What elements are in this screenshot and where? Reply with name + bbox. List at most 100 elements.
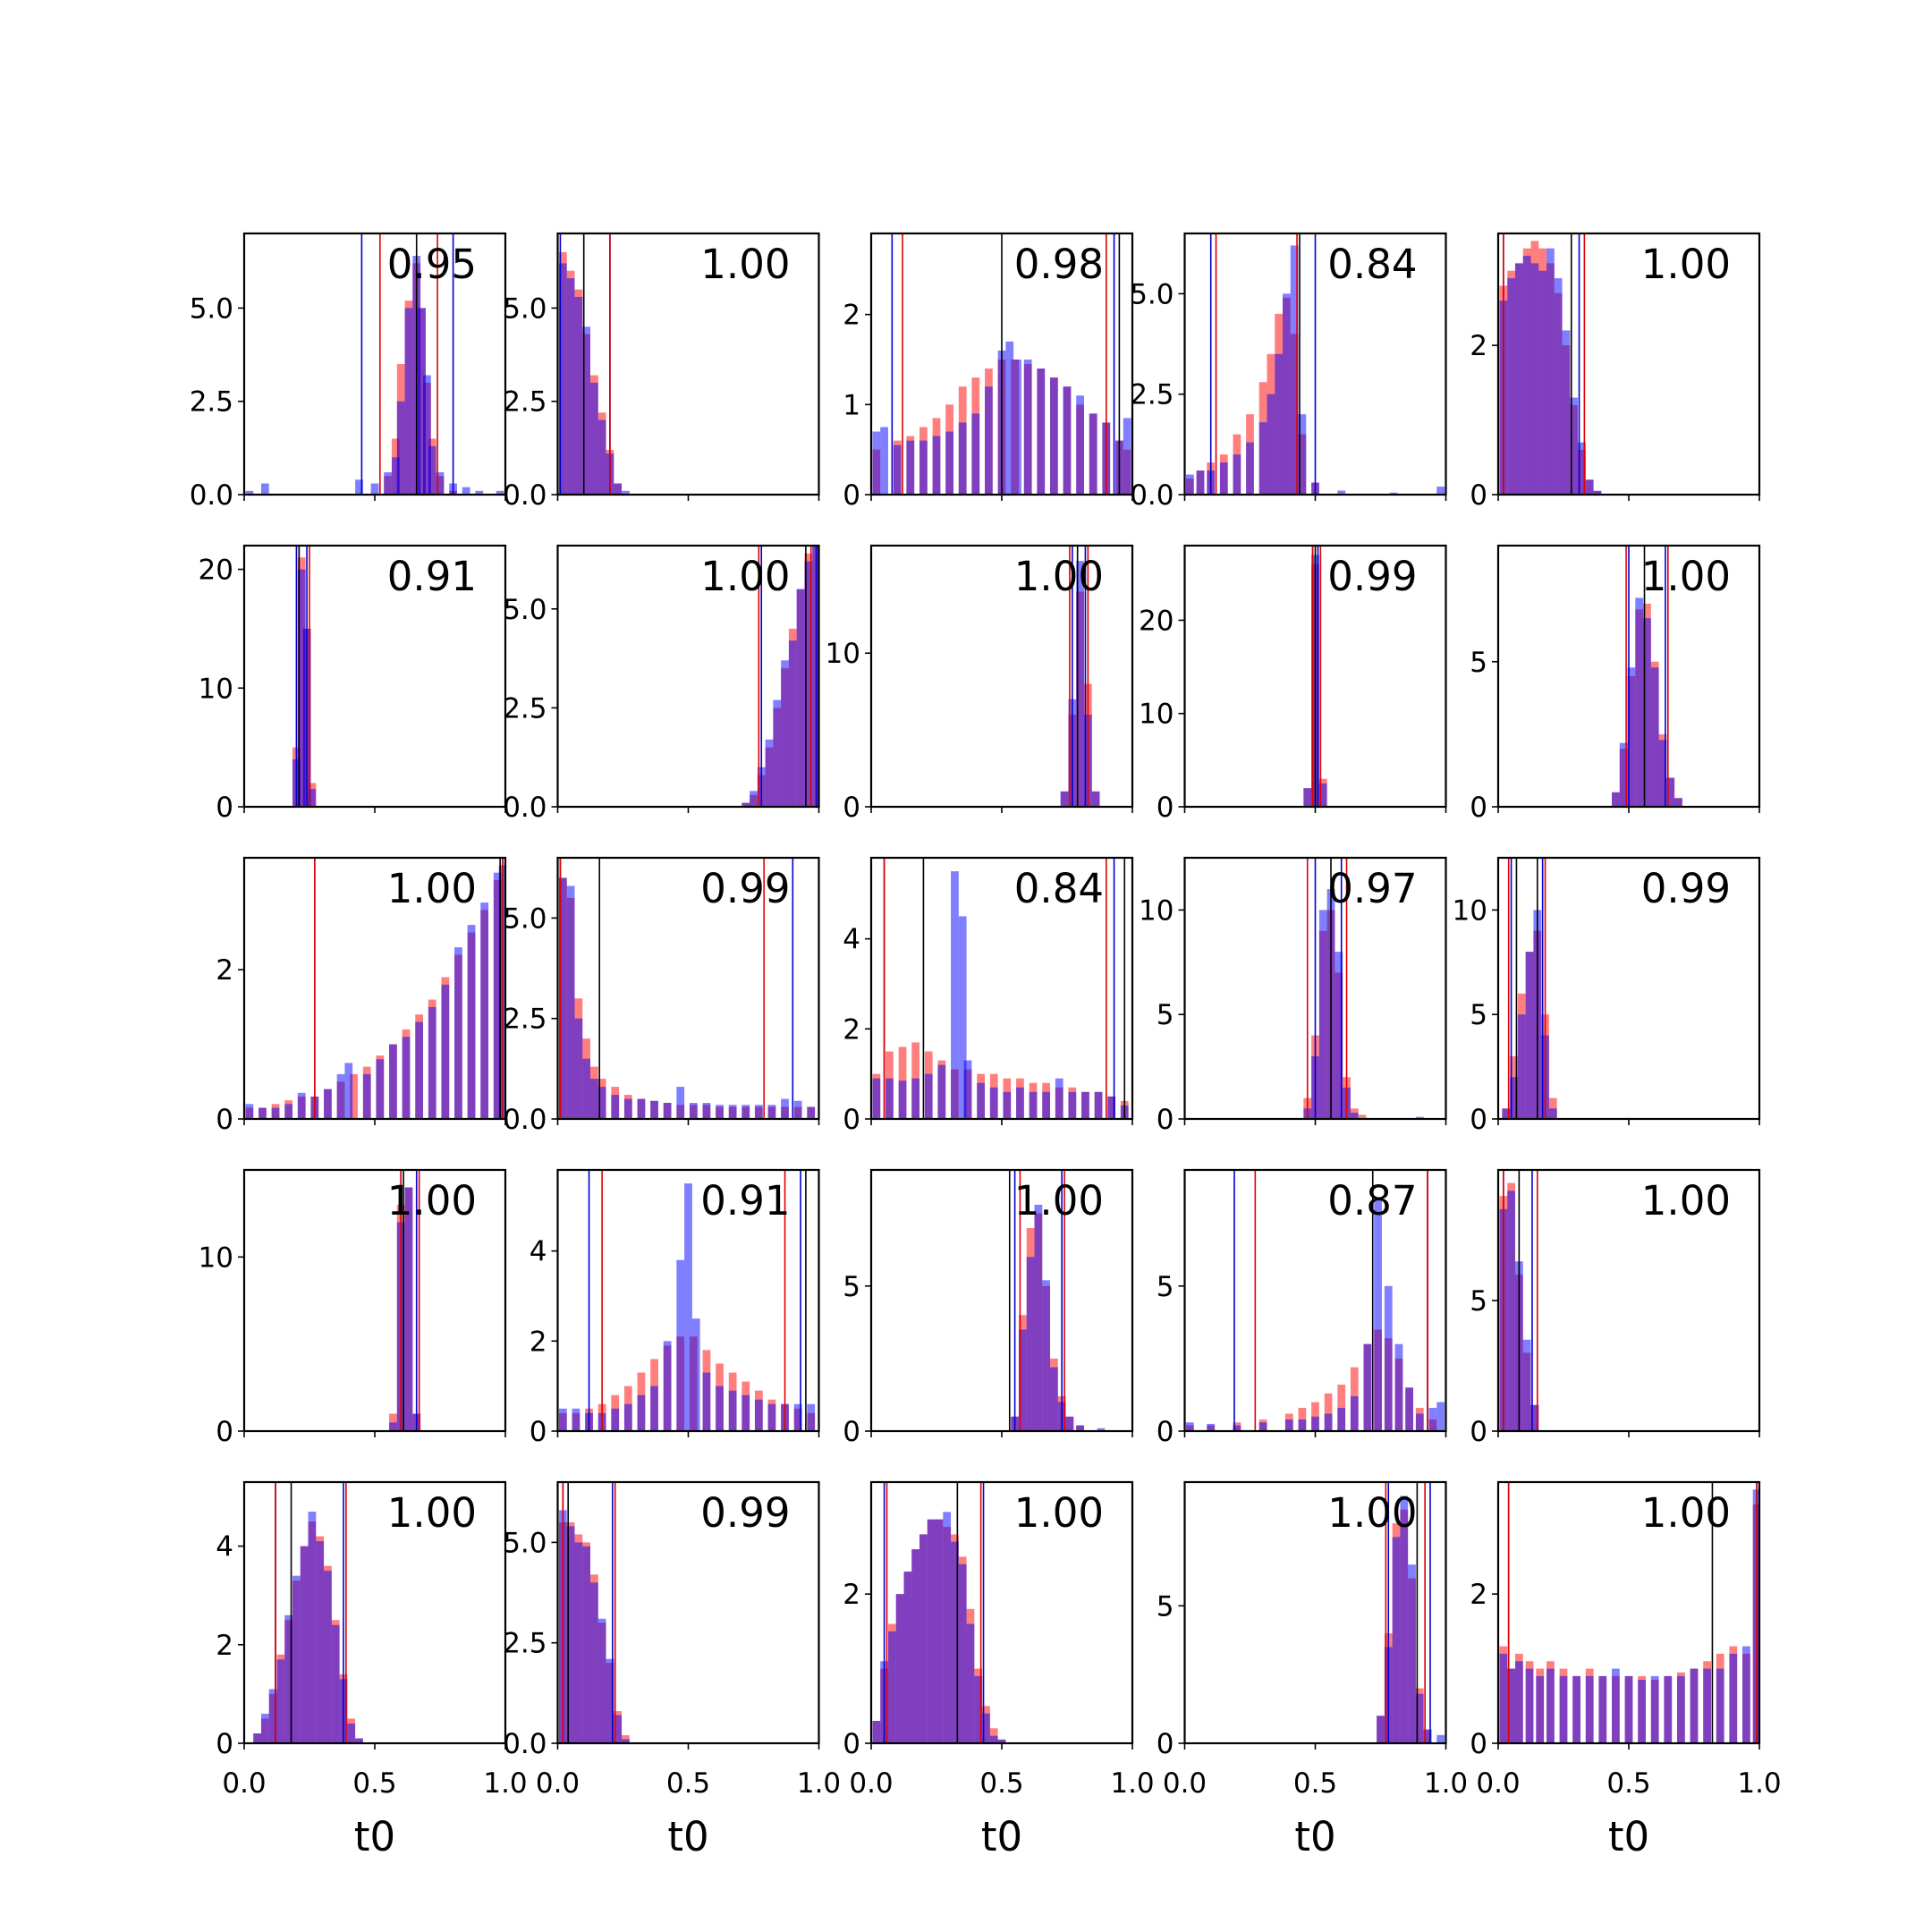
blue-hist-bar [781,660,789,807]
panel-stat-label: 0.99 [1327,553,1417,600]
blue-hist-bar [741,802,750,807]
x-tick-label: 0.0 [1476,1767,1520,1800]
panel-3-1: 021.00 [216,856,507,1136]
blue-hist-bar [637,1394,646,1431]
blue-hist-bar [324,1089,332,1119]
blue-hist-bar [566,278,575,495]
blue-hist-bar [966,1623,975,1743]
panel-4-1: 0 10 1.00 [199,1168,507,1448]
blue-hist-bar [300,1546,309,1743]
blue-hist-bar [336,1073,345,1119]
panel-1-3: 0 1 2 0.98 [843,232,1134,512]
y-tick-label: 10 [826,638,860,670]
blue-hist-bar [1536,1675,1545,1743]
blue-hist-bar [754,1105,763,1119]
blue-hist-bar [1510,1077,1518,1119]
blue-hist-bar [1638,1680,1646,1743]
blue-hist-bar [919,440,928,495]
y-tick-label: 1 [843,389,860,421]
blue-hist-bar [1436,487,1445,495]
blue-hist-bar [1499,1653,1508,1743]
blue-hist-bar [663,1103,672,1119]
blue-hist-bar [1585,479,1594,495]
blue-hist-bar [1290,245,1299,495]
blue-hist-bar [1428,1408,1437,1431]
panel-5-4: 0 5 0.0 0.5 1.0 1.00 t0 [1157,1480,1468,1860]
blue-hist-bar [1619,742,1628,807]
panel-4-3: 051.00 [843,1168,1134,1448]
y-tick-label: 2 [530,1326,547,1358]
red-hist-bar [389,1413,397,1431]
blue-hist-bar [1578,442,1586,495]
panel-5-2: 0.0 2.5 5.0 0.0 0.5 1.0 0.99 t0 [503,1480,841,1860]
panel-stat-label: 1.00 [1014,553,1104,600]
panel-stat-label: 1.00 [1641,1489,1731,1537]
blue-hist-bar [1514,263,1523,495]
blue-hist-bar [880,427,888,495]
blue-hist-bar [1389,492,1398,495]
blue-hist-bar [1003,1091,1012,1119]
blue-hist-bar [932,436,941,495]
blue-hist-bar [893,445,902,495]
blue-hist-bar [572,1408,580,1431]
blue-hist-bar [597,419,606,495]
x-tick-label: 0.0 [1163,1767,1207,1800]
blue-hist-bar [1042,1091,1051,1119]
x-tick-label: 0.5 [666,1767,710,1800]
blue-hist-bar [1405,1387,1413,1431]
blue-hist-bar [1530,1404,1539,1431]
blue-hist-bar [558,877,567,1119]
blue-hist-bar [1013,359,1021,495]
y-tick-label: 2 [843,1579,860,1611]
panel-1-2: 0.0 2.5 5.0 1.00 [503,232,820,512]
blue-hist-bar [1303,788,1312,807]
y-tick-label: 10 [1453,894,1487,927]
blue-hist-bar [906,440,915,495]
blue-hist-bar [1627,667,1636,807]
blue-hist-bar [276,1659,285,1743]
y-tick-label: 4 [216,1531,233,1563]
blue-hist-bar [1548,1108,1557,1119]
blue-hist-bar [1423,1729,1432,1743]
y-tick-label: 2 [1470,1579,1487,1611]
red-hist-bar [989,1728,998,1743]
blue-hist-bar [911,1549,920,1743]
blue-hist-bar [804,561,813,807]
y-tick-label: 2 [1470,330,1487,362]
blue-hist-bar [1318,783,1327,807]
blue-hist-bar [958,916,967,1119]
blue-hist-bar [1570,397,1579,495]
blue-hist-bar [1076,561,1084,807]
y-tick-label: 2 [843,1013,860,1046]
blue-hist-bar [1677,1675,1685,1743]
panel-3-5: 0 5 10 0.99 [1453,856,1761,1136]
blue-hist-bar [611,1408,620,1431]
blue-hist-bar [1350,1396,1359,1431]
blue-hist-bar [1050,1367,1058,1431]
blue-hist-bar [268,1689,277,1743]
y-tick-label: 0 [843,1416,860,1448]
blue-hist-bar [1729,1653,1738,1743]
y-tick-label: 2.5 [503,386,547,419]
panel-2-2: 0.0 2.5 5.0 1.00 [503,544,820,824]
panel-1-4: 0.0 2.5 5.0 0.84 [1130,232,1447,512]
blue-hist-bar [253,1733,261,1743]
panel-stat-label: 0.87 [1327,1177,1417,1224]
x-tick-label: 1.0 [1424,1767,1468,1800]
panel-stat-label: 0.84 [1014,865,1104,912]
blue-hist-bar [1185,1422,1194,1431]
panel-stat-label: 1.00 [1327,1489,1417,1537]
blue-hist-bar [1023,359,1032,495]
blue-hist-bar [480,902,489,1119]
blue-hist-bar [1522,256,1531,495]
y-tick-label: 0 [1470,1104,1487,1136]
blue-hist-bar [935,1519,944,1743]
panel-stat-label: 0.84 [1327,241,1417,288]
blue-hist-bar [308,789,317,807]
blue-hist-bar [716,1385,724,1431]
blue-hist-bar [1612,1668,1620,1743]
blue-hist-bar [574,1018,583,1119]
blue-hist-bar [1311,1416,1319,1431]
blue-hist-bar [1538,270,1547,495]
blue-hist-bar [1063,386,1072,495]
